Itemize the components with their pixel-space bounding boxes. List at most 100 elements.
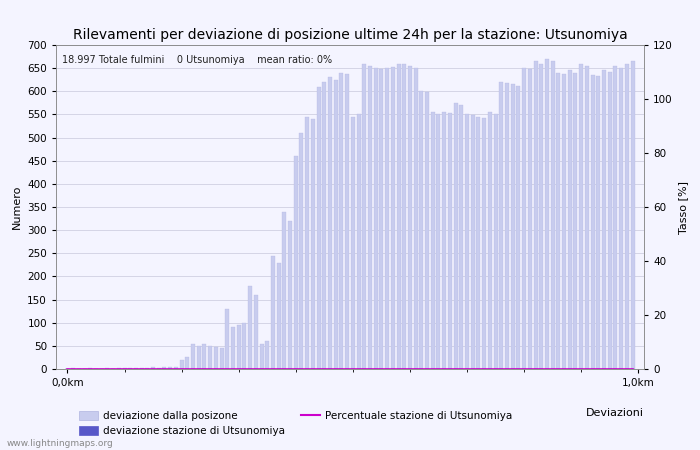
Bar: [368, 66, 372, 369]
Bar: [334, 80, 337, 369]
Bar: [602, 71, 606, 369]
Bar: [522, 68, 526, 369]
Bar: [363, 63, 366, 369]
Bar: [579, 63, 583, 369]
Bar: [608, 72, 612, 369]
Bar: [488, 112, 492, 369]
Bar: [470, 115, 475, 369]
Bar: [231, 327, 235, 369]
Bar: [414, 68, 418, 369]
Bar: [162, 367, 167, 369]
Bar: [505, 83, 509, 369]
Bar: [300, 133, 304, 369]
Bar: [265, 341, 270, 369]
Bar: [168, 367, 172, 369]
Bar: [340, 73, 344, 369]
Bar: [437, 113, 440, 369]
Bar: [351, 117, 355, 369]
Bar: [562, 74, 566, 369]
Bar: [157, 368, 161, 369]
Bar: [328, 77, 332, 369]
Bar: [625, 63, 629, 369]
Bar: [128, 368, 132, 369]
Bar: [345, 74, 349, 369]
Bar: [591, 75, 594, 369]
Text: Deviazioni: Deviazioni: [586, 408, 644, 418]
Bar: [276, 262, 281, 369]
Legend: deviazione dalla posizone, deviazione stazione di Utsunomiya, Percentuale stazio: deviazione dalla posizone, deviazione st…: [75, 407, 517, 440]
Bar: [419, 91, 424, 369]
Bar: [151, 367, 155, 369]
Bar: [71, 368, 75, 369]
Bar: [545, 59, 549, 369]
Bar: [122, 368, 127, 369]
Bar: [322, 82, 326, 369]
Bar: [117, 368, 121, 369]
Bar: [430, 112, 435, 369]
Bar: [242, 323, 246, 369]
Bar: [174, 367, 178, 369]
Bar: [454, 103, 458, 369]
Bar: [311, 119, 315, 369]
Y-axis label: Tasso [%]: Tasso [%]: [678, 180, 688, 234]
Bar: [620, 68, 623, 369]
Bar: [316, 87, 321, 369]
Bar: [197, 346, 201, 369]
Bar: [568, 71, 572, 369]
Bar: [556, 73, 561, 369]
Bar: [465, 114, 469, 369]
Bar: [294, 156, 298, 369]
Bar: [220, 348, 223, 369]
Bar: [448, 113, 452, 369]
Bar: [237, 325, 241, 369]
Bar: [499, 82, 503, 369]
Bar: [88, 368, 92, 369]
Bar: [374, 68, 378, 369]
Bar: [631, 61, 635, 369]
Bar: [482, 118, 486, 369]
Bar: [186, 357, 189, 369]
Bar: [254, 295, 258, 369]
Text: 18.997 Totale fulmini    0 Utsunomiya    mean ratio: 0%: 18.997 Totale fulmini 0 Utsunomiya mean …: [62, 55, 332, 65]
Bar: [139, 368, 144, 369]
Bar: [248, 286, 252, 369]
Bar: [260, 343, 263, 369]
Bar: [106, 368, 109, 369]
Bar: [146, 368, 149, 369]
Bar: [134, 368, 138, 369]
Bar: [191, 343, 195, 369]
Bar: [385, 68, 389, 369]
Bar: [305, 117, 309, 369]
Title: Rilevamenti per deviazione di posizione ultime 24h per la stazione: Utsunomiya: Rilevamenti per deviazione di posizione …: [73, 28, 627, 42]
Bar: [511, 84, 514, 369]
Bar: [459, 105, 463, 369]
Bar: [539, 63, 543, 369]
Bar: [402, 64, 406, 369]
Bar: [208, 346, 212, 369]
Bar: [396, 63, 400, 369]
Bar: [214, 347, 218, 369]
Bar: [356, 114, 360, 369]
Bar: [442, 112, 446, 369]
Bar: [477, 117, 480, 369]
Bar: [391, 67, 395, 369]
Bar: [533, 61, 538, 369]
Bar: [517, 86, 520, 369]
Bar: [585, 66, 589, 369]
Bar: [271, 256, 275, 369]
Y-axis label: Numero: Numero: [12, 185, 22, 229]
Text: www.lightningmaps.org: www.lightningmaps.org: [7, 439, 113, 448]
Bar: [180, 360, 183, 369]
Bar: [202, 343, 206, 369]
Bar: [573, 73, 578, 369]
Bar: [596, 76, 601, 369]
Bar: [551, 61, 554, 369]
Bar: [225, 309, 230, 369]
Bar: [528, 69, 532, 369]
Bar: [613, 66, 617, 369]
Bar: [425, 92, 429, 369]
Bar: [408, 66, 412, 369]
Bar: [288, 221, 292, 369]
Bar: [379, 69, 384, 369]
Bar: [494, 113, 498, 369]
